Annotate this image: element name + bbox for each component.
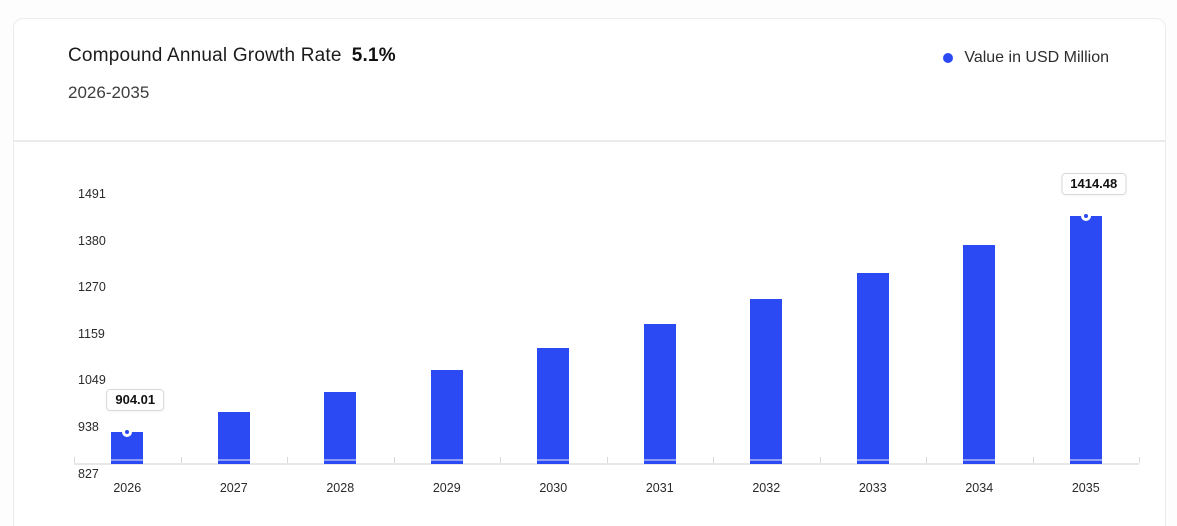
y-axis-label-1380: 1380 <box>78 233 106 248</box>
x-axis-label-2030: 2030 <box>539 481 568 495</box>
cagr-chart-card: Compound Annual Growth Rate 5.1% 2026-203… <box>13 18 1166 526</box>
chart-title: Compound Annual Growth Rate <box>68 45 342 66</box>
x-axis-label-2029: 2029 <box>432 481 461 495</box>
point-marker-2035 <box>1080 211 1091 222</box>
chart-period: 2026-2035 <box>68 83 150 102</box>
y-axis-label-938: 938 <box>78 420 99 435</box>
x-axis-label-2028: 2028 <box>326 481 355 495</box>
x-axis-tick <box>74 457 75 463</box>
x-axis-line <box>74 463 1139 465</box>
legend-dot-icon <box>943 53 954 63</box>
bar-2033[interactable] <box>856 272 889 464</box>
bar-2035[interactable] <box>1069 216 1102 464</box>
x-axis-tick <box>819 457 821 463</box>
value-label-2026: 904.01 <box>106 388 165 411</box>
x-axis-label-2027: 2027 <box>219 481 248 495</box>
point-marker-2026 <box>122 426 133 437</box>
x-axis-tick <box>500 457 501 463</box>
x-axis-tick <box>606 457 608 463</box>
x-axis-label-2026: 2026 <box>113 481 142 495</box>
x-axis-tick <box>713 457 714 463</box>
y-axis-label-827: 827 <box>78 467 99 481</box>
x-axis-tick <box>1139 457 1140 463</box>
legend-label: Value in USD Million <box>964 49 1109 66</box>
x-axis-label-2034: 2034 <box>965 481 994 495</box>
cagr-value: 5.1% <box>351 45 396 66</box>
bar-2026[interactable] <box>111 431 144 464</box>
bar-2028[interactable] <box>324 391 357 464</box>
chart-title-row: Compound Annual Growth Rate 5.1% <box>68 45 396 67</box>
x-axis-tick <box>926 457 927 463</box>
x-axis-tick <box>287 457 288 463</box>
chart-header: Compound Annual Growth Rate 5.1% 2026-203… <box>14 19 1165 141</box>
x-axis-tick <box>1032 457 1034 463</box>
y-axis-label-1049: 1049 <box>78 373 106 388</box>
plot-area: 827 938 1049 1159 1270 1380 1491 2026 2027 2028 20… <box>14 19 1165 526</box>
bar-2034[interactable] <box>963 245 996 464</box>
bar-2031[interactable] <box>643 323 676 464</box>
legend-item-value-usd[interactable]: Value in USD Million <box>943 49 1109 67</box>
x-axis-label-2033: 2033 <box>858 481 887 495</box>
x-axis-tick <box>180 457 182 463</box>
bar-2029[interactable] <box>430 370 463 464</box>
y-axis-label-1270: 1270 <box>78 280 106 295</box>
header-divider <box>14 140 1165 142</box>
value-label-2035: 1414.48 <box>1061 173 1127 196</box>
y-axis-label-1159: 1159 <box>78 327 105 341</box>
bar-2030[interactable] <box>537 347 570 464</box>
x-axis-tick <box>393 457 395 463</box>
bar-2032[interactable] <box>750 298 783 464</box>
x-axis-label-2031: 2031 <box>645 481 674 495</box>
x-axis-label-2032: 2032 <box>752 481 781 495</box>
y-axis-label-1491: 1491 <box>78 187 106 201</box>
x-axis-label-2035: 2035 <box>1071 481 1100 495</box>
bar-2027[interactable] <box>217 412 250 464</box>
